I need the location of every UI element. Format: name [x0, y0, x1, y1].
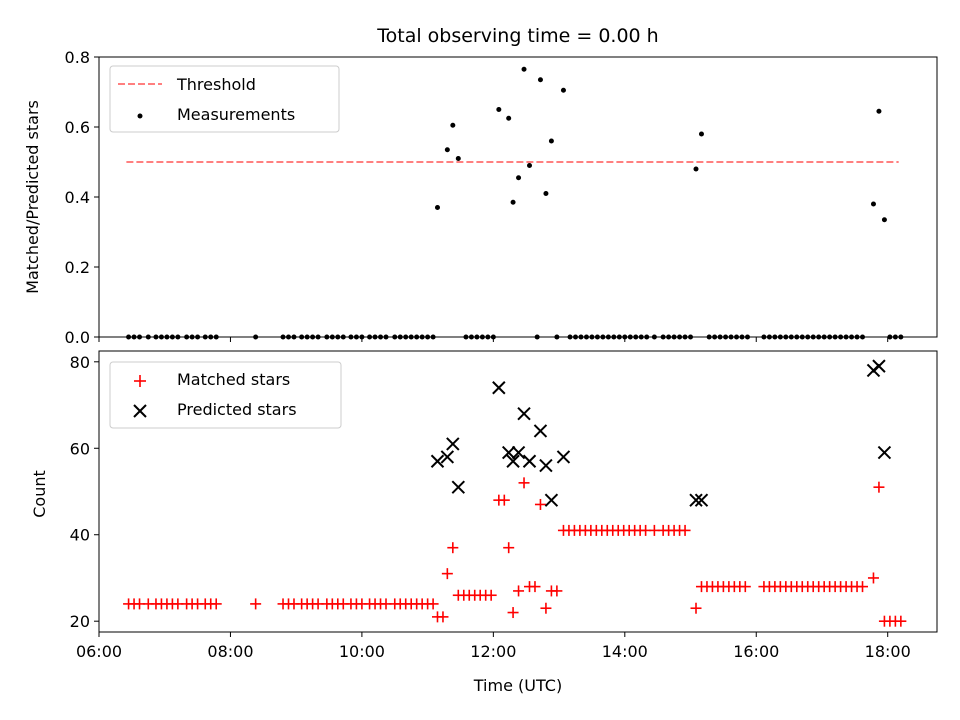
top-panel: 0.0 0.2 0.4 0.6 0.8	[65, 48, 938, 347]
measurement-point	[506, 115, 512, 121]
predicted-star-point	[689, 493, 703, 507]
matched-star-point	[498, 494, 510, 506]
matched-star-point	[873, 481, 885, 493]
matched-legend-label: Matched stars	[177, 370, 290, 389]
xtick-label: 16:00	[733, 642, 779, 661]
predicted-star-point	[877, 445, 892, 460]
top-ytick-label: 0.2	[65, 258, 90, 277]
matched-star-point	[250, 598, 262, 610]
predicted-star-point	[451, 480, 466, 494]
measurement-point	[516, 175, 522, 181]
predicted-star-point	[430, 454, 445, 468]
measurement-point	[510, 199, 516, 205]
predicted-star-point	[517, 406, 531, 421]
matched-star-point	[518, 477, 530, 489]
matched-star-point	[739, 581, 751, 593]
top-ytick-label: 0.4	[65, 188, 90, 207]
measurement-point	[450, 122, 456, 128]
predicted-star-point	[511, 445, 526, 460]
measurements-legend-label: Measurements	[177, 105, 295, 124]
measurement-point	[527, 163, 533, 168]
top-ytick-label: 0.8	[65, 48, 90, 67]
matched-star-point	[441, 568, 453, 580]
bottom-legend: Matched stars Predicted stars	[109, 361, 342, 429]
measurement-point	[693, 166, 699, 172]
measurement-point	[521, 66, 527, 72]
top-plot-frame	[98, 56, 938, 338]
matched-star-point	[867, 572, 879, 584]
matched-star-point	[534, 498, 546, 510]
bottom-panel: 20 40 60 80 06:00 08:00 10:00 12:00 14:00 16:00 18…	[70, 350, 938, 661]
predicted-star-point	[556, 450, 571, 464]
measurement-point	[543, 191, 549, 196]
predicted-legend-swatch	[133, 404, 147, 418]
measurement-point	[455, 156, 461, 161]
predicted-star-point	[539, 458, 553, 473]
bottom-ytick-label: 60	[70, 439, 90, 458]
chart-title: Total observing time = 0.00 h	[376, 25, 658, 47]
xtick-label: 12:00	[470, 642, 516, 661]
predicted-star-point	[506, 454, 520, 468]
xtick-label: 06:00	[76, 642, 122, 661]
measurement-point	[537, 77, 543, 83]
x-axis-label: Time (UTC)	[473, 676, 562, 695]
matched-star-point	[485, 589, 497, 601]
measurement-point	[870, 201, 876, 207]
measurements-legend-swatch	[137, 113, 143, 119]
matched-star-point	[895, 615, 907, 627]
measurement-point	[434, 205, 440, 210]
bottom-ytick-label: 40	[70, 526, 90, 545]
predicted-star-point	[694, 493, 709, 507]
bottom-y-axis-label: Count	[30, 470, 49, 518]
top-y-axis-label: Matched/Predicted stars	[23, 100, 42, 294]
matched-star-point	[503, 542, 515, 554]
top-ytick-label: 0.6	[65, 118, 90, 137]
measurement-point	[496, 107, 502, 112]
predicted-star-point	[522, 454, 537, 468]
matched-star-point	[679, 524, 691, 536]
matched-star-point	[529, 581, 541, 593]
matched-star-point	[447, 542, 459, 554]
predicted-star-point	[446, 437, 460, 451]
matched-star-point	[507, 607, 519, 619]
measurement-point	[698, 131, 704, 137]
top-legend-box	[109, 65, 340, 133]
predicted-star-point	[872, 359, 886, 373]
matched-star-point	[427, 598, 439, 610]
predicted-star-point	[533, 424, 548, 438]
predicted-star-point	[501, 445, 516, 460]
matched-legend-swatch	[134, 375, 146, 387]
matched-star-point	[690, 602, 702, 614]
matched-star-point	[437, 611, 449, 623]
bottom-ytick-label: 20	[70, 612, 90, 631]
measurement-point	[548, 138, 554, 144]
threshold-legend-label: Threshold	[176, 75, 256, 94]
measurement-point	[444, 147, 450, 153]
bottom-ytick-label: 80	[70, 353, 90, 372]
measurement-point	[560, 87, 566, 93]
bottom-plot-frame	[98, 350, 938, 633]
xtick-label: 10:00	[339, 642, 385, 661]
predicted-star-point	[544, 493, 559, 507]
xtick-label: 18:00	[865, 642, 911, 661]
matched-star-point	[857, 581, 869, 593]
predicted-legend-label: Predicted stars	[177, 400, 297, 419]
predicted-star-point	[440, 450, 455, 464]
bottom-legend-box	[109, 361, 342, 429]
top-ytick-label: 0.0	[65, 328, 90, 347]
predicted-star-point	[492, 381, 506, 395]
measurement-point	[881, 217, 887, 223]
matched-star-point	[540, 602, 552, 614]
matched-star-point	[210, 598, 222, 610]
xtick-label: 14:00	[602, 642, 648, 661]
measurement-point	[876, 108, 882, 114]
matched-star-point	[551, 585, 563, 597]
matched-star-point	[513, 585, 525, 597]
top-legend: Threshold Measurements	[109, 65, 340, 133]
xtick-label: 08:00	[207, 642, 253, 661]
